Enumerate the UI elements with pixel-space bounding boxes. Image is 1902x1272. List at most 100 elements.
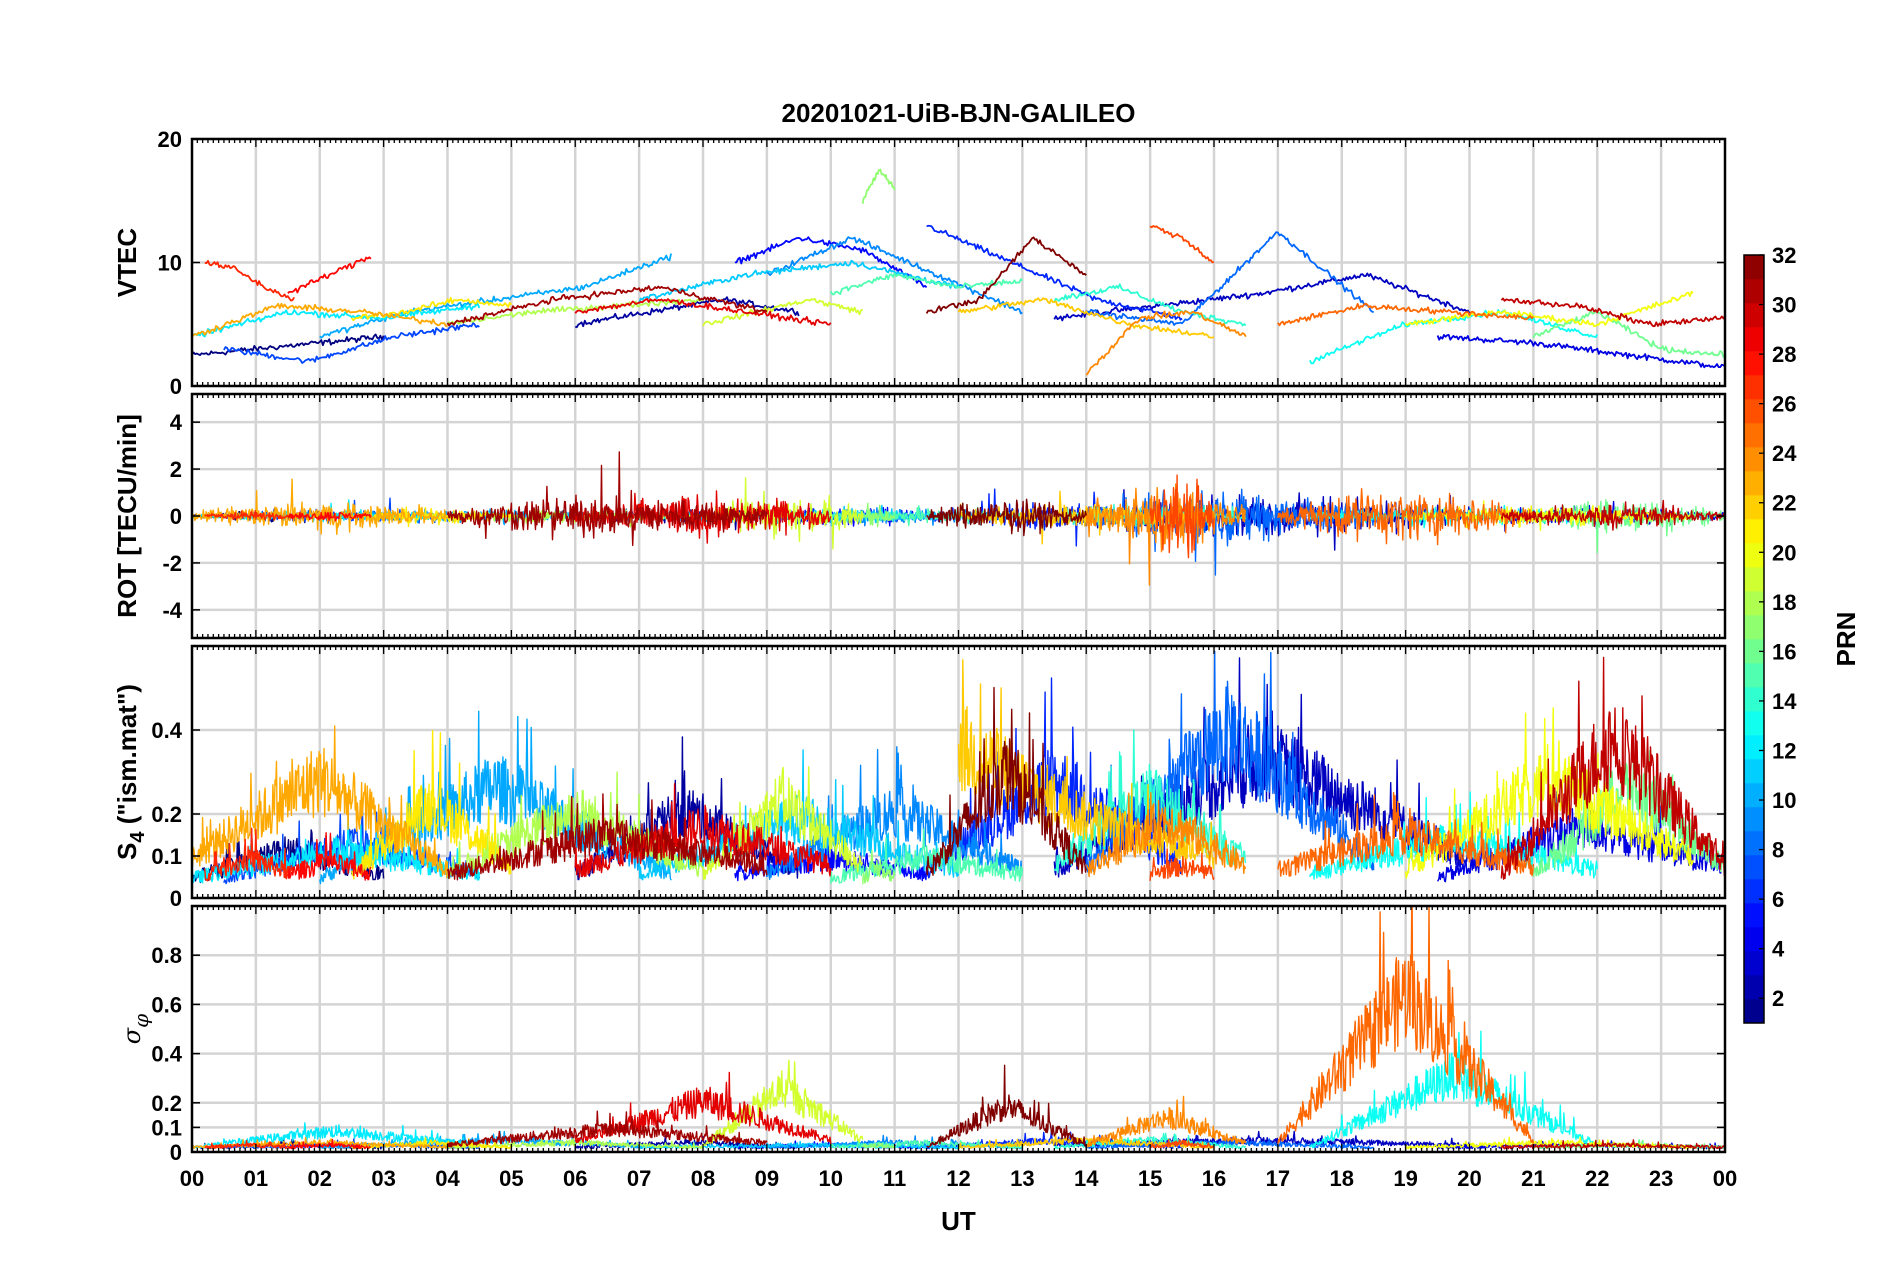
y-tick-label: 0.1 (151, 844, 182, 869)
series-line-prn-26 (1149, 1138, 1215, 1149)
series-line-prn-23 (192, 725, 449, 879)
series-line-prn-30 (1500, 499, 1725, 531)
colorbar-segment (1744, 374, 1764, 400)
series-line-prn-29 (574, 783, 832, 878)
colorbar-segment (1744, 422, 1764, 448)
colorbar-segment (1744, 446, 1764, 472)
x-tick-label: 07 (627, 1166, 651, 1191)
series-line-prn-17 (862, 502, 896, 528)
panel-ticks (191, 646, 1726, 898)
series-line-prn-20 (1404, 290, 1694, 328)
colorbar-tick-label: 14 (1772, 689, 1797, 714)
colorbar-segment (1744, 542, 1764, 568)
x-tick-label: 09 (755, 1166, 779, 1191)
colorbar-segment (1744, 350, 1764, 376)
y-axis-label-s4: S4 ("ism.mat") (112, 684, 149, 860)
series-line-prn-4 (1436, 333, 1725, 369)
y-tick-label: -2 (162, 551, 182, 576)
colorbar-segment (1744, 614, 1764, 640)
y-tick-label: 0.4 (151, 1042, 182, 1067)
series-line-prn-15 (830, 828, 1024, 884)
x-tick-label: 16 (1202, 1166, 1226, 1191)
series-line-prn-19 (702, 1059, 864, 1147)
series-line-prn-9 (766, 746, 1024, 880)
y-tick-label: 0.8 (151, 943, 182, 968)
series-line-prn-26 (1149, 224, 1215, 264)
x-tick-label: 21 (1521, 1166, 1545, 1191)
series-line-prn-25 (1277, 488, 1535, 546)
x-tick-label: 01 (244, 1166, 268, 1191)
series-line-prn-25 (1277, 792, 1535, 877)
series-line-prn-31 (446, 285, 768, 327)
colorbar-segment (1744, 494, 1764, 520)
panel-series (192, 650, 1725, 885)
series-line-prn-11 (638, 259, 960, 304)
series-line-prn-14 (1053, 283, 1247, 327)
panel-sigphi: 00.10.2 0.4 0.6 0.8 σφ (118, 904, 1727, 1165)
x-tick-label: 22 (1585, 1166, 1609, 1191)
series-line-prn-18 (446, 298, 704, 326)
y-tick-label: 0 (170, 504, 182, 529)
colorbar-tick-label: 6 (1772, 887, 1784, 912)
colorbar-tick-label: 4 (1772, 937, 1785, 962)
colorbar-tick-label: 30 (1772, 293, 1796, 318)
panel-grid (192, 906, 1725, 1152)
colorbar-segment (1744, 998, 1764, 1024)
series-line-prn-27 (204, 1139, 295, 1150)
series-line-prn-3 (1053, 272, 1471, 322)
series-line-prn-9 (766, 236, 1023, 315)
colorbar-segment (1744, 926, 1764, 952)
colorbar-segment (1744, 662, 1764, 688)
colorbar-segment (1744, 974, 1764, 1000)
series-line-prn-30 (1500, 1139, 1725, 1150)
colorbar-segment (1744, 782, 1764, 808)
x-tick-label: 17 (1266, 1166, 1290, 1191)
series-line-prn-1 (192, 333, 385, 357)
series-line-prn-20 (1404, 1136, 1694, 1150)
colorbar-tick-label: 10 (1772, 788, 1796, 813)
series-line-prn-19 (702, 297, 864, 327)
colorbar-tick-label: 28 (1772, 342, 1796, 367)
x-tick-label: 23 (1649, 1166, 1673, 1191)
colorbar-segment (1744, 878, 1764, 904)
colorbar-tick-label: 16 (1772, 639, 1796, 664)
colorbar-segment (1744, 470, 1764, 496)
panel-ticks (191, 394, 1726, 638)
x-tick-label: 05 (499, 1166, 523, 1191)
y-tick-label: 0.6 (151, 992, 182, 1017)
series-line-prn-21 (351, 729, 512, 880)
series-line-prn-17 (861, 168, 896, 204)
series-line-prn-32 (925, 686, 1087, 876)
series-line-prn-8 (1085, 231, 1374, 326)
y-tick-label: 4 (170, 410, 183, 435)
y-tick-label: -4 (162, 598, 182, 623)
series-line-prn-26 (1149, 474, 1215, 559)
series-line-prn-26 (1149, 848, 1215, 881)
panel-series (192, 451, 1725, 586)
series-line-prn-28 (287, 256, 372, 294)
colorbar-tick-label: 32 (1772, 243, 1796, 268)
y-tick-label: 10 (158, 251, 182, 276)
y-tick-label: 0.4 (151, 718, 182, 743)
x-tick-labels: 00 01 02 03 04 05 06 07 08 09 10 11 12 13 14 15 16 17 18 19… (180, 1166, 1737, 1191)
series-line-prn-23 (192, 302, 448, 338)
x-tick-label: 14 (1074, 1166, 1099, 1191)
colorbar-tick-label: 12 (1772, 738, 1796, 763)
colorbar-tick-label: 24 (1772, 441, 1797, 466)
colorbar-segment (1744, 254, 1764, 280)
y-tick-label: 20 (158, 127, 182, 152)
panel-ticks (191, 139, 1726, 386)
series-line-prn-24 (1085, 483, 1246, 586)
colorbar-segment (1744, 638, 1764, 664)
series-line-prn-25 (1277, 302, 1535, 327)
x-tick-label: 00 (1713, 1166, 1737, 1191)
x-tick-label: 13 (1010, 1166, 1034, 1191)
series-line-prn-30 (1500, 656, 1725, 880)
series-line-prn-24 (1085, 310, 1247, 376)
series-line-prn-27 (204, 827, 295, 882)
y-tick-label: 0 (170, 886, 182, 911)
colorbar-segment (1744, 302, 1764, 328)
colorbar-segment (1744, 758, 1764, 784)
